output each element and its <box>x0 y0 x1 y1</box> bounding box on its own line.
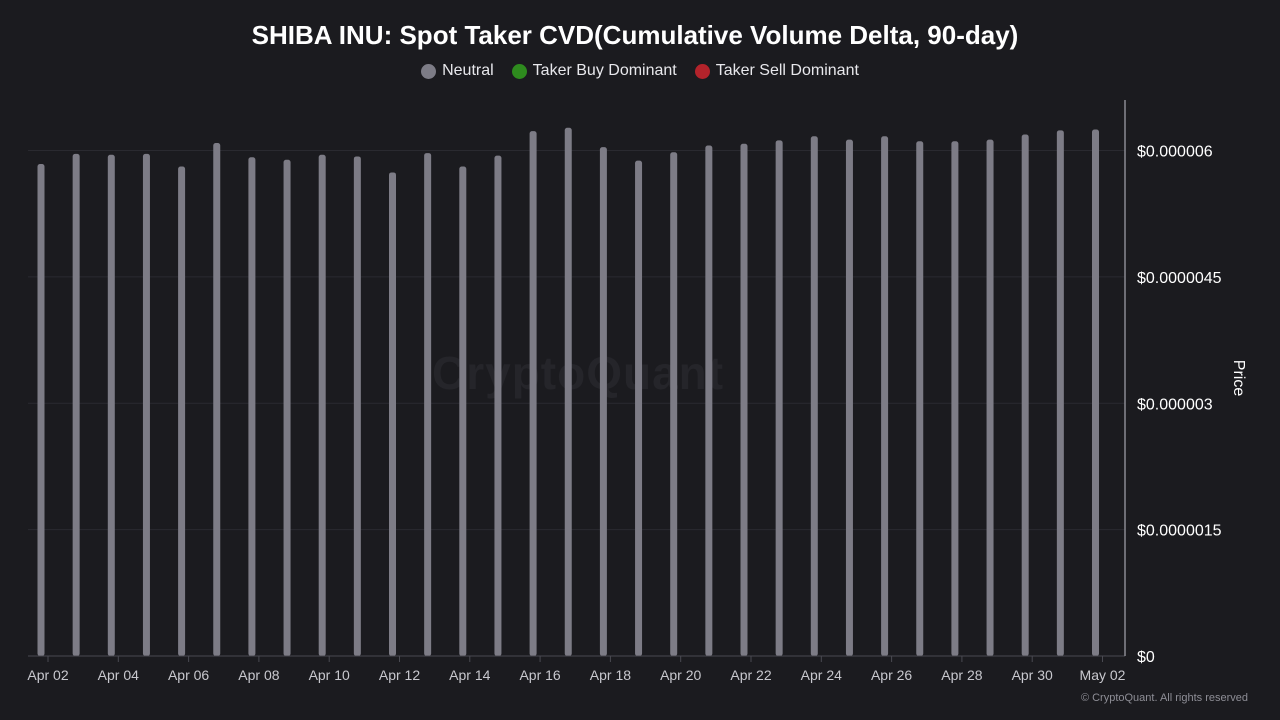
bar-apr-29[interactable] <box>986 139 994 656</box>
x-tick-label: Apr 24 <box>801 667 842 683</box>
x-tick-label: Apr 12 <box>379 667 420 683</box>
axes: $0 $0.0000015 $0.000003 $0.0000045 $0.000006… <box>27 100 1247 683</box>
x-tick-label: Apr 04 <box>98 667 139 683</box>
x-tick-label: Apr 20 <box>660 667 701 683</box>
copyright-notice: © CryptoQuant. All rights reserved <box>1080 692 1248 704</box>
legend-dot-taker-sell-dominant <box>694 63 710 79</box>
bar-apr-24[interactable] <box>810 136 818 656</box>
y-tick-label: $0.0000045 <box>1137 270 1222 287</box>
bar-apr-07[interactable] <box>213 142 221 657</box>
legend-item-neutral[interactable]: Neutral <box>421 62 494 80</box>
bar-apr-23[interactable] <box>775 140 783 656</box>
x-tick-label: Apr 30 <box>1012 667 1053 683</box>
x-tick-label: Apr 08 <box>238 667 279 683</box>
x-tick-label: Apr 18 <box>590 667 631 683</box>
bar-apr-28[interactable] <box>951 141 959 656</box>
bar-apr-16[interactable] <box>529 131 537 657</box>
bar-apr-19[interactable] <box>635 160 643 656</box>
bar-apr-17[interactable] <box>564 127 572 657</box>
x-tick-label: Apr 26 <box>871 667 912 683</box>
bar-apr-04[interactable] <box>107 154 115 656</box>
grid-lines <box>28 150 1125 531</box>
x-tick-label: Apr 28 <box>941 667 982 683</box>
bar-apr-02[interactable] <box>37 164 45 657</box>
y-axis-title: Price <box>1230 360 1247 397</box>
bar-series-neutral <box>37 127 1099 657</box>
bar-apr-10[interactable] <box>318 154 326 656</box>
legend-dot-taker-buy-dominant <box>511 63 527 79</box>
legend-label-neutral: Neutral <box>442 62 494 79</box>
y-tick-label: $0 <box>1137 649 1155 666</box>
x-tick-label: Apr 06 <box>168 667 209 683</box>
bar-apr-11[interactable] <box>353 156 361 656</box>
bar-apr-18[interactable] <box>599 147 607 656</box>
bar-apr-25[interactable] <box>845 139 853 656</box>
legend-item-taker-buy-dominant[interactable]: Taker Buy Dominant <box>511 62 677 80</box>
chart-title: SHIBA INU: Spot Taker CVD(Cumulative Vol… <box>251 20 1019 50</box>
x-tick-label: Apr 02 <box>27 667 68 683</box>
bar-apr-14[interactable] <box>459 166 467 656</box>
x-tick-label: Apr 14 <box>449 667 490 683</box>
legend-label-taker-buy-dominant: Taker Buy Dominant <box>532 62 677 79</box>
bar-apr-08[interactable] <box>248 157 256 656</box>
bar-apr-05[interactable] <box>142 153 150 656</box>
x-tick-label: Apr 16 <box>519 667 560 683</box>
bar-apr-12[interactable] <box>389 172 396 656</box>
chart-legend: Neutral Taker Buy Dominant Taker Sell Do… <box>0 62 1280 80</box>
bar-apr-26[interactable] <box>881 136 889 656</box>
bar-apr-20[interactable] <box>670 152 678 657</box>
legend-dot-neutral <box>421 63 437 79</box>
y-tick-label: $0.000003 <box>1137 396 1213 413</box>
legend-item-taker-sell-dominant[interactable]: Taker Sell Dominant <box>694 62 859 80</box>
bar-apr-09[interactable] <box>283 159 291 656</box>
bar-apr-13[interactable] <box>424 153 432 656</box>
x-tick-label: Apr 22 <box>730 667 771 683</box>
bar-may-02[interactable] <box>1092 129 1099 656</box>
x-tick-label: Apr 10 <box>309 667 350 683</box>
bar-apr-22[interactable] <box>740 143 748 657</box>
y-tick-label: $0.000006 <box>1137 144 1213 161</box>
y-tick-label: $0.0000015 <box>1137 523 1222 540</box>
legend-label-taker-sell-dominant: Taker Sell Dominant <box>715 62 859 79</box>
bar-apr-15[interactable] <box>494 155 502 656</box>
bar-apr-03[interactable] <box>72 153 80 656</box>
x-tick-label: May 02 <box>1080 667 1126 683</box>
bar-apr-27[interactable] <box>916 141 924 656</box>
bar-apr-06[interactable] <box>178 166 186 656</box>
bar-may-01[interactable] <box>1056 130 1064 656</box>
bar-apr-30[interactable] <box>1021 134 1029 656</box>
bar-apr-21[interactable] <box>705 145 713 656</box>
